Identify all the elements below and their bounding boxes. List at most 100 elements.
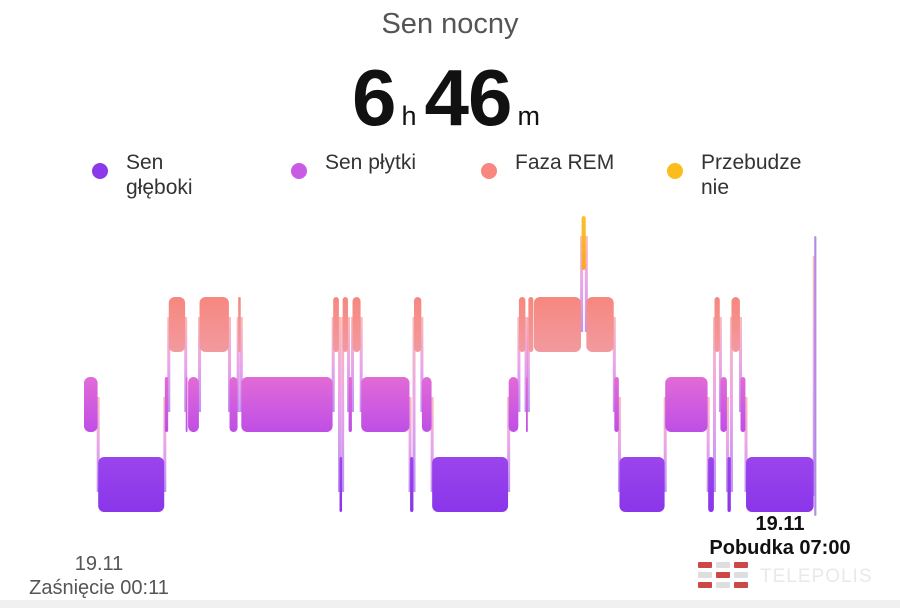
stage-bar-light-sleep	[241, 377, 333, 432]
stage-transition	[163, 397, 167, 492]
stage-bar-light-sleep	[508, 377, 519, 432]
stage-bar-light-sleep	[421, 377, 432, 432]
stage-transition	[718, 317, 722, 412]
stage-bar-deep-sleep	[619, 457, 665, 512]
stage-bar-light-sleep	[185, 377, 188, 432]
stage-transition-connectors	[96, 236, 816, 496]
sleep-onset-date: 19.11	[74, 553, 124, 575]
sleep-onset: 19.11 Zaśnięcie 00:11	[24, 552, 174, 600]
sleep-onset-label: Zaśnięcie 00:11	[29, 577, 169, 599]
stage-bar-light-sleep	[361, 377, 410, 432]
wake-up-date: 19.11	[755, 513, 805, 535]
duration-minutes: 46	[424, 53, 513, 142]
stage-bar-rem	[414, 297, 422, 352]
legend-label-awake: Przebudzenie	[701, 151, 802, 199]
stage-transition	[524, 317, 528, 412]
stage-bar-light-sleep	[740, 377, 746, 432]
stage-transition	[430, 397, 434, 492]
legend-label-rem: Faza REM	[515, 151, 615, 174]
page-title: Sen nocny	[381, 8, 519, 40]
stage-transition	[725, 397, 729, 492]
legend-label-deep-sleep: Sen głęboki	[126, 151, 193, 199]
stage-bar-light-sleep	[665, 377, 708, 432]
stage-transition	[331, 317, 335, 412]
legend-dot-deep-sleep	[92, 163, 108, 179]
stage-bar-light-sleep	[720, 377, 727, 432]
stage-bar-deep-sleep	[432, 457, 509, 512]
stage-bar-rem	[533, 297, 581, 352]
stage-bar-deep-sleep	[708, 457, 714, 512]
stage-transition	[236, 317, 240, 412]
stage-transition	[228, 317, 231, 412]
stage-transition	[359, 317, 363, 412]
stage-transition	[612, 317, 616, 412]
stage-transition	[239, 317, 243, 412]
stage-bar-rem	[714, 297, 720, 352]
wake-up-label: Pobudka 07:00	[709, 537, 851, 559]
stage-transition	[338, 317, 342, 492]
stage-bar-light-sleep	[84, 377, 98, 432]
stage-transition	[420, 317, 424, 412]
legend-item-rem: Faza REM	[481, 150, 614, 179]
stage-bar-awake	[814, 236, 817, 516]
stage-bar-rem	[168, 297, 186, 352]
stage-bar-rem	[518, 297, 526, 352]
duration-hours-unit: h	[401, 101, 417, 131]
stage-bar-deep-sleep	[98, 457, 165, 512]
duration-hours: 6	[351, 53, 396, 142]
stage-transition	[198, 317, 202, 412]
legend-dot-awake	[667, 163, 683, 179]
stage-transition	[739, 317, 743, 412]
stage-bar-light-sleep	[188, 377, 199, 432]
stage-bar-light-sleep	[348, 377, 352, 432]
stage-transition	[412, 317, 416, 492]
stage-bar-rem	[333, 297, 339, 352]
stage-bar-rem	[352, 297, 361, 352]
stage-transition	[584, 236, 588, 332]
stage-transition	[706, 397, 710, 492]
duration-minutes-unit: m	[517, 101, 541, 131]
stage-bar-rem	[731, 297, 740, 352]
stage-transition	[517, 317, 521, 412]
stage-transition	[507, 397, 511, 492]
stage-transition	[96, 397, 100, 492]
stage-bar-rem	[586, 297, 614, 352]
stage-bar-deep-sleep	[746, 457, 814, 512]
stage-transition	[184, 317, 188, 412]
stage-transition	[580, 236, 584, 332]
stage-bar-rem	[238, 297, 241, 352]
stage-transition	[712, 317, 716, 492]
legend-item-awake: Przebudzenie	[667, 150, 805, 200]
stage-bar-light-sleep	[614, 377, 619, 432]
legend-dot-rem	[481, 163, 497, 179]
watermark-text: TELEPOLIS	[760, 566, 873, 587]
legend-dot-light-sleep	[291, 163, 307, 179]
legend-item-light-sleep: Sen płytki	[291, 150, 416, 179]
stage-bar-light-sleep	[164, 377, 169, 432]
watermark-logo-icon	[698, 562, 748, 588]
stage-bar-light-sleep	[526, 377, 528, 432]
stage-bar-light-sleep	[229, 377, 238, 432]
stage-bar-deep-sleep	[410, 457, 414, 512]
stage-transition	[526, 317, 530, 412]
stage-bar-deep-sleep	[339, 457, 343, 512]
legend-label-light-sleep: Sen płytki	[325, 151, 417, 174]
stage-transition	[167, 317, 171, 412]
stage-bar-rem	[342, 297, 348, 352]
bottom-bar	[0, 600, 900, 608]
stage-bars	[84, 216, 817, 516]
legend-item-deep-sleep: Sen głęboki	[92, 150, 206, 200]
wake-up: 19.11 Pobudka 07:00	[700, 512, 860, 560]
stage-bar-rem	[199, 297, 229, 352]
stage-transition	[341, 317, 345, 492]
stage-transition	[663, 397, 667, 492]
stage-transition	[408, 397, 412, 492]
stage-transition	[351, 317, 355, 412]
stage-bar-deep-sleep	[727, 457, 731, 512]
watermark: TELEPOLIS	[698, 562, 873, 592]
stage-bar-rem	[528, 297, 534, 352]
stage-transition	[729, 317, 733, 492]
stage-transition	[744, 397, 748, 492]
sleep-duration: 6 h 46 m	[0, 52, 900, 144]
stage-transition	[617, 397, 621, 492]
